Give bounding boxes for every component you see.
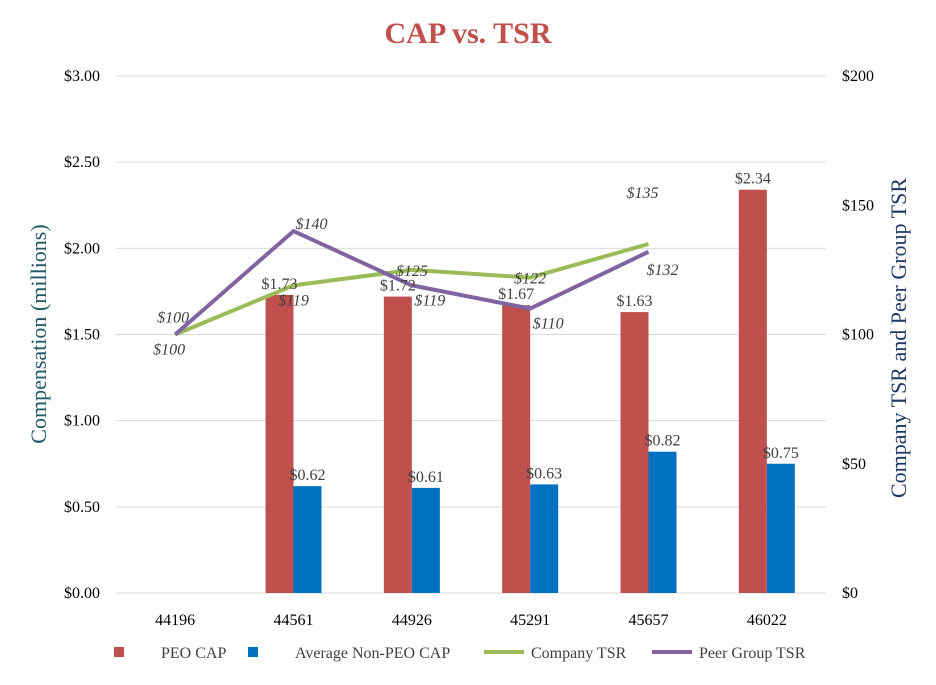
line-data-label: $100 [157, 310, 189, 327]
line-data-label: $100 [153, 342, 185, 359]
bar-data-label: $2.34 [735, 171, 771, 188]
legend-swatch-non-peo-cap [248, 647, 258, 657]
bar-data-label: $0.63 [526, 465, 562, 482]
bar-average-non-peo-cap [766, 463, 795, 593]
bar-data-label: $1.63 [617, 293, 653, 310]
bar-data-label: $0.62 [290, 467, 326, 484]
bar-data-label: $1.72 [380, 278, 416, 295]
y2-tick-label: $100 [842, 327, 874, 344]
data-labels: $1.73 $1.72 $1.67 $1.63 $2.34 $0.62 $0.61 $0.63… [153, 171, 799, 486]
line-data-label: $140 [296, 216, 328, 233]
gridlines [116, 75, 826, 594]
legend-label: Peer Group TSR [699, 645, 806, 662]
y-tick-label: $1.50 [64, 327, 100, 344]
y-tick-label: $2.00 [64, 240, 100, 257]
legend-label: PEO CAP [161, 645, 226, 662]
bar-data-label: $1.67 [498, 286, 534, 303]
line-data-label: $132 [647, 262, 679, 279]
y-axis-title: Compensation (millions) [26, 224, 51, 443]
y2-tick-label: $150 [842, 197, 874, 214]
y2-axis-title: Company TSR and Peer Group TSR [886, 178, 911, 498]
bar-average-non-peo-cap [530, 484, 559, 593]
bar-peo-cap [738, 189, 767, 594]
y2-tick-label: $0 [842, 585, 858, 602]
line-series [173, 229, 650, 337]
y2-tick-label: $200 [842, 68, 874, 85]
line-data-label: $119 [278, 292, 309, 309]
legend: PEO CAP Average Non-PEO CAP Company TSR Pee… [114, 645, 806, 662]
legend-label: Average Non-PEO CAP [295, 645, 450, 662]
x-tick-label: 44561 [274, 612, 314, 629]
bar-peo-cap [383, 296, 412, 593]
bar-data-label: $0.61 [408, 469, 444, 486]
x-tick-label: 46022 [747, 612, 787, 629]
legend-swatch-peo-cap [114, 647, 124, 657]
bar-data-label: $0.82 [645, 433, 681, 450]
x-tick-label: 44926 [392, 612, 432, 629]
x-tick-label: 45657 [629, 612, 669, 629]
x-tick-label: 44196 [155, 612, 195, 629]
bar-peo-cap [620, 312, 649, 593]
line-data-label: $119 [414, 292, 445, 309]
y2-tick-label: $50 [842, 456, 866, 473]
line-data-label: $122 [514, 271, 546, 288]
y-tick-label: $3.00 [64, 68, 100, 85]
line-data-label: $135 [627, 185, 659, 202]
bar-data-label: $0.75 [763, 445, 799, 462]
y-tick-label: $0.00 [64, 585, 100, 602]
bar-peo-cap [502, 305, 531, 593]
bar-average-non-peo-cap [648, 451, 677, 593]
line-data-label: $110 [533, 316, 564, 333]
chart-title: CAP vs. TSR [385, 17, 552, 50]
line-company-tsr [174, 242, 650, 337]
line-peer-group-tsr [173, 229, 650, 337]
legend-label: Company TSR [531, 645, 627, 662]
bar-series [265, 189, 795, 594]
y-tick-label: $1.00 [64, 413, 100, 430]
axes: $0.00 $0.50 $1.00 $1.50 $2.00 $2.50 $3.00 $0 $50… [64, 68, 874, 629]
line-data-label: $125 [396, 263, 428, 280]
bar-data-label: $1.73 [262, 276, 298, 293]
y-tick-label: $2.50 [64, 154, 100, 171]
y-tick-label: $0.50 [64, 499, 100, 516]
bar-average-non-peo-cap [411, 487, 440, 593]
bar-average-non-peo-cap [293, 486, 322, 593]
bar-peo-cap [265, 294, 294, 593]
x-tick-label: 45291 [510, 612, 550, 629]
